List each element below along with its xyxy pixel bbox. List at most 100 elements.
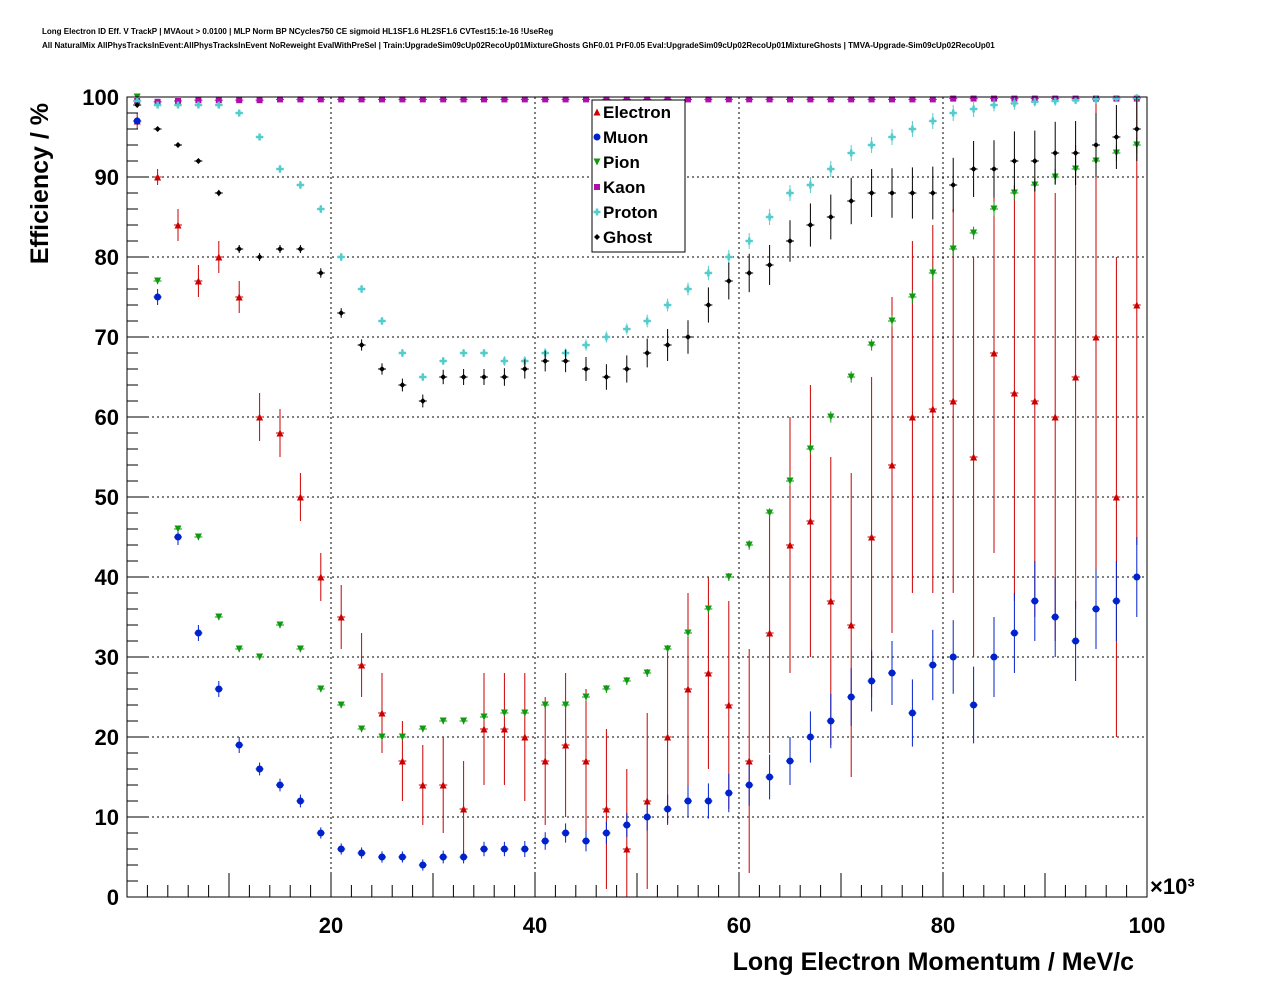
ghost-point bbox=[338, 310, 345, 316]
muon-point bbox=[582, 837, 590, 845]
kaon-point bbox=[277, 96, 283, 103]
ghost-point bbox=[909, 190, 916, 196]
y-tick-label: 90 bbox=[95, 165, 119, 190]
muon-point bbox=[174, 533, 182, 541]
kaon-point bbox=[501, 96, 508, 103]
electron-point bbox=[541, 757, 549, 765]
proton-point bbox=[970, 105, 978, 113]
proton-point bbox=[990, 101, 998, 109]
kaon-point bbox=[358, 96, 365, 103]
ghost-point bbox=[215, 190, 222, 196]
kaon-point bbox=[868, 96, 875, 103]
electron-point bbox=[256, 413, 264, 421]
muon-point bbox=[235, 741, 243, 749]
kaon-point bbox=[542, 96, 549, 103]
proton-point bbox=[215, 101, 223, 109]
electron-point bbox=[296, 493, 304, 501]
electron-point bbox=[378, 709, 386, 717]
muon-point bbox=[1092, 605, 1100, 613]
electron-point bbox=[766, 629, 774, 637]
ghost-point bbox=[1113, 134, 1120, 140]
muon-point bbox=[704, 797, 712, 805]
pion-point bbox=[766, 509, 774, 517]
muon-point bbox=[745, 781, 753, 789]
proton-point bbox=[154, 101, 162, 109]
proton-point bbox=[480, 349, 488, 357]
pion-point bbox=[623, 677, 631, 685]
pion-point bbox=[317, 685, 325, 693]
ghost-point bbox=[970, 166, 977, 172]
ghost-point bbox=[379, 366, 385, 372]
series-electron bbox=[133, 97, 1141, 897]
electron-point bbox=[500, 725, 508, 733]
ghost-point bbox=[827, 214, 834, 220]
kaon-point bbox=[746, 96, 753, 103]
electron-point bbox=[623, 845, 631, 853]
muon-point bbox=[296, 797, 304, 805]
ghost-point bbox=[440, 374, 447, 380]
kaon-point bbox=[379, 96, 385, 103]
proton-point bbox=[745, 237, 753, 245]
proton-point bbox=[766, 213, 774, 221]
proton-point bbox=[664, 301, 672, 309]
ghost-point bbox=[1093, 142, 1099, 148]
y-tick-label: 20 bbox=[95, 725, 119, 750]
proton-point bbox=[1010, 99, 1018, 107]
pion-point bbox=[460, 717, 468, 725]
proton-point bbox=[276, 165, 284, 173]
y-tick-label: 70 bbox=[95, 325, 119, 350]
grid-lines bbox=[127, 97, 1147, 897]
electron-point bbox=[398, 757, 406, 765]
ghost-point bbox=[562, 358, 569, 364]
ghost-point bbox=[277, 246, 283, 252]
y-tick-label: 30 bbox=[95, 645, 119, 670]
pion-point bbox=[643, 669, 651, 677]
ghost-point bbox=[950, 182, 957, 188]
proton-point bbox=[888, 133, 896, 141]
header-line-1: Long Electron ID Eff. V TrackP | MVAout … bbox=[42, 27, 554, 36]
ghost-point bbox=[848, 198, 855, 204]
proton-point bbox=[358, 285, 366, 293]
muon-point bbox=[256, 765, 264, 773]
pion-point bbox=[582, 693, 590, 701]
ghost-point bbox=[399, 382, 406, 388]
y-tick-label: 40 bbox=[95, 565, 119, 590]
electron-point bbox=[337, 613, 345, 621]
legend-label-kaon: Kaon bbox=[603, 178, 646, 197]
muon-point bbox=[133, 117, 141, 125]
proton-point bbox=[1051, 97, 1059, 105]
series-muon bbox=[133, 117, 1141, 871]
pion-point bbox=[378, 733, 386, 741]
proton-point bbox=[460, 349, 468, 357]
pion-point bbox=[194, 533, 202, 541]
series-ghost bbox=[133, 97, 1141, 408]
muon-point bbox=[276, 781, 284, 789]
muon-point bbox=[154, 293, 162, 301]
proton-point bbox=[684, 285, 692, 293]
proton-point bbox=[500, 357, 508, 365]
legend-label-muon: Muon bbox=[603, 128, 648, 147]
legend-box bbox=[591, 99, 686, 253]
axis-ticks: 0 10 20 30 40 50 60 70 80 90 100 20 40 60 80 100 bbox=[82, 85, 1165, 938]
ghost-point bbox=[1072, 150, 1079, 156]
muon-point bbox=[868, 677, 876, 685]
electron-point bbox=[990, 349, 998, 357]
ghost-point bbox=[134, 102, 141, 108]
muon-point bbox=[398, 853, 406, 861]
ghost-point bbox=[236, 246, 243, 252]
kaon-point bbox=[562, 96, 569, 103]
electron-point bbox=[786, 541, 794, 549]
ghost-point bbox=[542, 358, 549, 364]
electron-point bbox=[745, 757, 753, 765]
x-tick-label: 40 bbox=[523, 913, 547, 938]
proton-point bbox=[582, 341, 590, 349]
kaon-point bbox=[460, 96, 467, 103]
proton-point bbox=[908, 125, 916, 133]
y-tick-label: 80 bbox=[95, 245, 119, 270]
electron-point bbox=[908, 413, 916, 421]
electron-point bbox=[725, 701, 733, 709]
kaon-point bbox=[236, 97, 243, 104]
x-tick-label: 20 bbox=[319, 913, 343, 938]
ghost-point bbox=[195, 158, 202, 164]
muon-point bbox=[521, 845, 529, 853]
